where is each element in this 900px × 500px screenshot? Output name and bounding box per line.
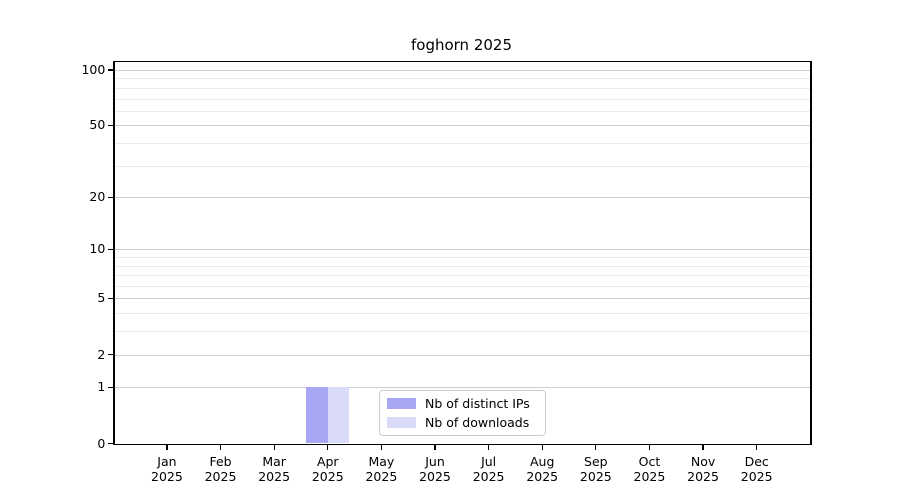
y-tick-label: 1 bbox=[97, 379, 106, 395]
x-tick-label: May 2025 bbox=[349, 454, 413, 485]
x-tick-mark bbox=[702, 444, 704, 450]
x-tick-year: 2025 bbox=[579, 469, 612, 484]
x-tick-month: Nov bbox=[690, 453, 716, 469]
y-tick-label: 50 bbox=[89, 117, 106, 133]
x-tick-year: 2025 bbox=[365, 469, 398, 484]
y-tick-label: 0 bbox=[97, 435, 106, 451]
gridline-minor bbox=[114, 265, 811, 267]
x-tick-year: 2025 bbox=[419, 469, 451, 484]
x-tick-year: 2025 bbox=[204, 469, 237, 484]
x-tick-month: Mar bbox=[262, 453, 286, 469]
x-tick-label: Oct 2025 bbox=[617, 454, 681, 485]
spine-left bbox=[113, 60, 115, 445]
gridline-minor bbox=[114, 87, 811, 89]
spine-bottom bbox=[113, 443, 812, 445]
x-tick-label: Jan 2025 bbox=[135, 454, 199, 485]
x-tick-year: 2025 bbox=[687, 469, 719, 484]
chart-title: foghorn 2025 bbox=[410, 36, 512, 54]
x-tick-label: Dec 2025 bbox=[725, 454, 789, 485]
x-tick-year: 2025 bbox=[258, 469, 291, 484]
x-tick-month: Feb bbox=[209, 453, 232, 469]
x-tick-month: Dec bbox=[744, 453, 769, 469]
bar-downloads-apr bbox=[327, 387, 350, 444]
legend-swatch-downloads bbox=[387, 417, 416, 428]
y-tick-mark bbox=[108, 386, 114, 388]
gridline-major bbox=[114, 70, 811, 71]
legend: Nb of distinct IPs Nb of downloads bbox=[379, 390, 546, 436]
y-tick-label: 20 bbox=[89, 189, 106, 205]
spine-top bbox=[113, 60, 812, 62]
gridline-minor bbox=[114, 286, 811, 288]
x-tick-mark bbox=[166, 444, 168, 450]
y-tick-mark bbox=[108, 124, 114, 126]
x-tick-month: Sep bbox=[584, 453, 608, 469]
legend-entry-distinct-ips: Nb of distinct IPs bbox=[387, 396, 545, 412]
x-tick-label: Sep 2025 bbox=[564, 454, 628, 485]
gridline-minor bbox=[114, 78, 811, 80]
x-tick-year: 2025 bbox=[151, 469, 183, 484]
x-tick-year: 2025 bbox=[740, 469, 773, 484]
gridline-major bbox=[114, 197, 811, 199]
gridline-major bbox=[114, 125, 811, 127]
x-tick-month: Jul bbox=[481, 453, 497, 469]
spine-right bbox=[810, 60, 812, 445]
y-tick-mark bbox=[108, 442, 114, 445]
x-tick-mark bbox=[219, 444, 222, 450]
y-tick-label: 2 bbox=[97, 346, 106, 362]
legend-entry-downloads: Nb of downloads bbox=[387, 415, 545, 431]
x-tick-label: Feb 2025 bbox=[189, 454, 253, 485]
y-tick-mark bbox=[108, 69, 114, 71]
x-tick-month: May bbox=[368, 453, 395, 469]
x-tick-month: Aug bbox=[530, 453, 555, 469]
x-tick-mark bbox=[434, 444, 436, 450]
y-tick-mark bbox=[108, 196, 114, 198]
x-tick-mark bbox=[273, 444, 275, 450]
x-tick-mark bbox=[327, 444, 329, 450]
gridline-minor bbox=[114, 165, 811, 167]
gridline-minor bbox=[114, 313, 811, 315]
gridline-major bbox=[114, 387, 811, 389]
x-tick-month: Oct bbox=[638, 453, 661, 469]
x-tick-label: Aug 2025 bbox=[510, 454, 574, 485]
x-tick-mark bbox=[380, 444, 382, 450]
gridline-minor bbox=[114, 257, 811, 259]
x-tick-month: Jan bbox=[157, 453, 177, 469]
gridline-minor bbox=[114, 98, 811, 100]
y-tick-label: 10 bbox=[89, 241, 106, 257]
gridline-minor bbox=[114, 110, 811, 112]
x-tick-mark bbox=[756, 444, 758, 450]
y-tick-mark bbox=[108, 353, 114, 356]
y-tick-mark bbox=[108, 297, 114, 300]
gridline-major bbox=[114, 298, 811, 300]
x-tick-month: Jun bbox=[425, 453, 445, 469]
gridline-major bbox=[114, 249, 811, 251]
x-tick-label: Apr 2025 bbox=[296, 454, 360, 485]
x-tick-label: Jul 2025 bbox=[457, 454, 521, 485]
gridline-major bbox=[114, 354, 811, 356]
x-tick-label: Nov 2025 bbox=[671, 454, 735, 485]
y-tick-label: 100 bbox=[81, 62, 106, 77]
x-tick-year: 2025 bbox=[633, 469, 666, 484]
x-tick-mark bbox=[541, 444, 543, 450]
x-tick-year: 2025 bbox=[526, 469, 559, 484]
y-tick-label: 5 bbox=[97, 290, 106, 306]
legend-label-distinct-ips: Nb of distinct IPs bbox=[425, 395, 530, 411]
x-tick-mark bbox=[595, 444, 597, 450]
y-tick-mark bbox=[108, 248, 114, 251]
bar-distinct-ips-apr bbox=[306, 387, 328, 444]
legend-label-downloads: Nb of downloads bbox=[425, 414, 530, 430]
x-tick-mark bbox=[488, 444, 490, 450]
x-tick-mark bbox=[648, 444, 651, 450]
x-tick-month: Apr bbox=[316, 453, 339, 469]
gridline-minor bbox=[114, 142, 811, 144]
gridline-minor bbox=[114, 331, 811, 333]
x-tick-year: 2025 bbox=[311, 469, 344, 484]
legend-swatch-distinct-ips bbox=[387, 398, 416, 409]
x-tick-label: Mar 2025 bbox=[242, 454, 306, 485]
gridline-minor bbox=[114, 275, 811, 277]
x-tick-label: Jun 2025 bbox=[403, 454, 467, 485]
x-tick-year: 2025 bbox=[472, 469, 505, 484]
